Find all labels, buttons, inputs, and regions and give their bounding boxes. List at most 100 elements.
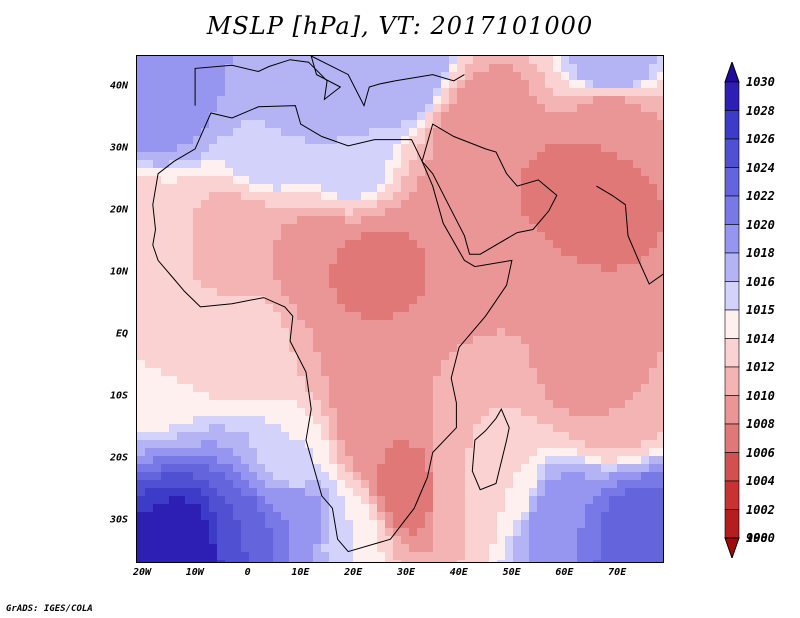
field-cell (161, 544, 170, 553)
field-cell (425, 496, 434, 505)
colorbar-level-label: 1008 (746, 417, 775, 431)
field-cell (529, 352, 538, 361)
field-cell (225, 176, 234, 185)
field-cell (657, 104, 663, 113)
field-cell (561, 96, 570, 105)
field-cell (265, 536, 274, 545)
field-cell (641, 88, 650, 97)
field-cell (417, 168, 426, 177)
field-cell (617, 184, 626, 193)
field-cell (425, 120, 434, 129)
field-cell (241, 208, 250, 217)
field-cell (505, 296, 514, 305)
field-cell (617, 488, 626, 497)
field-cell (553, 424, 562, 433)
field-cell (273, 112, 282, 121)
field-cell (481, 152, 490, 161)
field-cell (657, 376, 663, 385)
field-cell (393, 104, 402, 113)
field-cell (161, 400, 170, 409)
field-cell (257, 144, 266, 153)
field-cell (609, 248, 618, 257)
field-cell (233, 208, 242, 217)
field-cell (617, 344, 626, 353)
field-cell (425, 128, 434, 137)
field-cell (249, 352, 258, 361)
field-cell (481, 392, 490, 401)
lon-tick-label: 60E (555, 567, 574, 578)
field-cell (633, 488, 642, 497)
field-cell (425, 544, 434, 553)
field-cell (473, 560, 482, 562)
field-cell (177, 520, 186, 529)
field-cell (393, 408, 402, 417)
field-cell (329, 352, 338, 361)
field-cell (201, 456, 210, 465)
field-cell (657, 208, 663, 217)
field-cell (425, 472, 434, 481)
field-cell (521, 64, 530, 73)
field-cell (425, 528, 434, 537)
field-cell (377, 264, 386, 273)
field-cell (305, 384, 314, 393)
field-cell (153, 64, 162, 73)
field-cell (281, 328, 290, 337)
field-cell (185, 384, 194, 393)
field-cell (561, 496, 570, 505)
field-cell (505, 288, 514, 297)
field-cell (145, 320, 154, 329)
field-cell (161, 224, 170, 233)
field-cell (169, 104, 178, 113)
field-cell (465, 168, 474, 177)
field-cell (529, 544, 538, 553)
field-cell (209, 280, 218, 289)
field-cell (649, 416, 658, 425)
field-cell (449, 480, 458, 489)
field-cell (401, 552, 410, 561)
field-cell (553, 520, 562, 529)
field-cell (297, 448, 306, 457)
field-cell (513, 440, 522, 449)
field-cell (409, 296, 418, 305)
field-cell (577, 176, 586, 185)
field-cell (641, 232, 650, 241)
field-cell (361, 320, 370, 329)
field-cell (497, 360, 506, 369)
field-cell (313, 88, 322, 97)
field-cell (145, 448, 154, 457)
field-cell (393, 296, 402, 305)
field-cell (441, 432, 450, 441)
field-cell (273, 488, 282, 497)
field-cell (313, 368, 322, 377)
field-cell (393, 424, 402, 433)
field-cell (305, 64, 314, 73)
field-cell (465, 528, 474, 537)
field-cell (161, 464, 170, 473)
field-cell (489, 160, 498, 169)
field-cell (153, 264, 162, 273)
field-cell (529, 104, 538, 113)
field-cell (265, 552, 274, 561)
field-cell (521, 248, 530, 257)
field-cell (649, 264, 658, 273)
field-cell (353, 72, 362, 81)
field-cell (273, 296, 282, 305)
field-cell (409, 464, 418, 473)
colorbar-level-label: 1020 (746, 217, 775, 232)
field-cell (217, 280, 226, 289)
field-cell (409, 544, 418, 553)
field-cell (321, 232, 330, 241)
field-cell (505, 520, 514, 529)
field-cell (497, 296, 506, 305)
field-cell (633, 400, 642, 409)
colorbar-level-label: 1022 (746, 189, 775, 203)
field-cell (153, 120, 162, 129)
field-cell (433, 208, 442, 217)
field-cell (337, 104, 346, 113)
field-cell (569, 272, 578, 281)
field-cell (353, 192, 362, 201)
field-cell (617, 544, 626, 553)
field-cell (649, 296, 658, 305)
field-cell (401, 504, 410, 513)
field-cell (521, 560, 530, 562)
